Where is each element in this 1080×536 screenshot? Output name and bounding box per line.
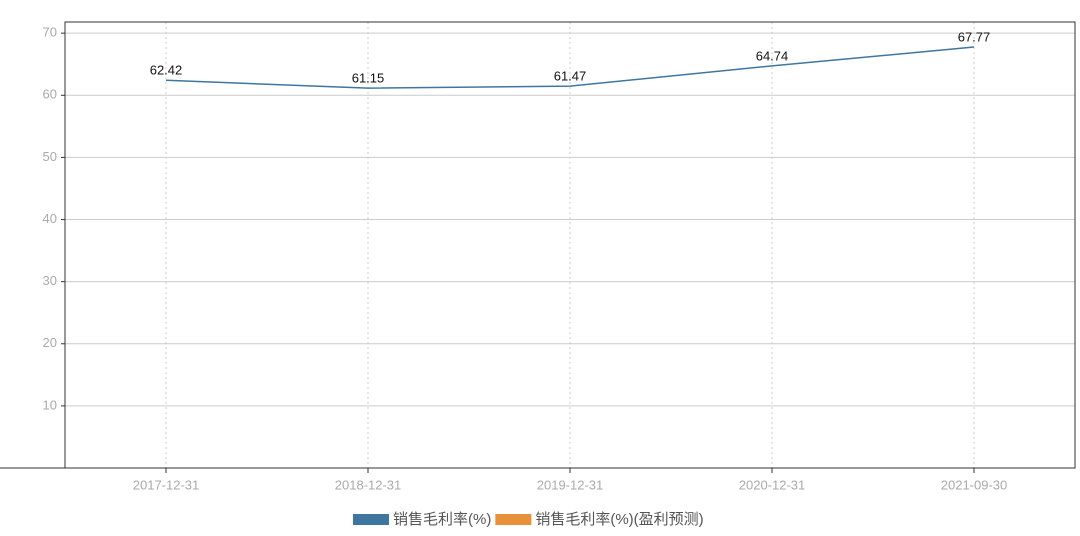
y-tick-label: 70 <box>43 25 57 40</box>
y-tick-label: 30 <box>43 273 57 288</box>
legend-label: 销售毛利率(%) <box>393 511 491 528</box>
data-label: 61.15 <box>352 71 385 86</box>
legend-swatch <box>353 514 389 525</box>
y-tick-label: 20 <box>43 335 57 350</box>
x-tick-label: 2020-12-31 <box>739 477 806 492</box>
y-tick-label: 60 <box>43 87 57 102</box>
x-tick-label: 2021-09-30 <box>941 477 1008 492</box>
data-label: 67.77 <box>958 29 991 44</box>
y-tick-label: 10 <box>43 397 57 412</box>
data-label: 64.74 <box>756 48 789 63</box>
y-tick-label: 50 <box>43 149 57 164</box>
line <box>165 46 975 89</box>
x-tick-label: 2019-12-31 <box>537 477 604 492</box>
y-tick-label: 40 <box>43 211 57 226</box>
x-tick-label: 2018-12-31 <box>335 477 402 492</box>
data-label: 62.42 <box>150 63 183 78</box>
legend-swatch <box>495 514 532 525</box>
data-label: 61.47 <box>554 69 587 84</box>
legend-label: 销售毛利率(%)(盈利预测) <box>535 511 703 528</box>
x-tick-label: 2017-12-31 <box>133 477 200 492</box>
